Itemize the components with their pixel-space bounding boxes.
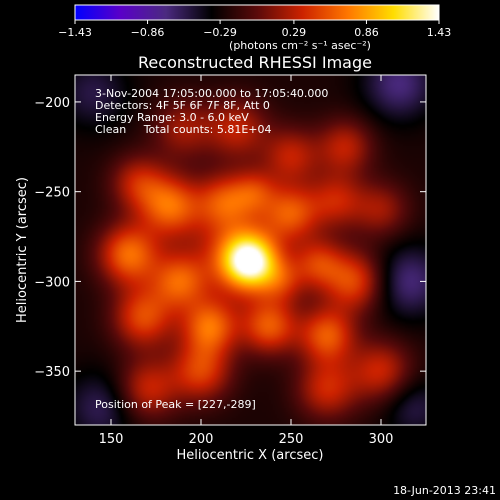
annotation-peak-position: Position of Peak = [227,-289] bbox=[95, 398, 256, 411]
x-tick-label: 200 bbox=[189, 432, 214, 447]
annotation-clean-counts: Clean Total counts: 5.81E+04 bbox=[95, 123, 272, 136]
annotation-detectors: Detectors: 4F 5F 6F 7F 8F, Att 0 bbox=[95, 99, 270, 112]
y-tick-label: −200 bbox=[34, 96, 70, 111]
heatmap-image bbox=[75, 75, 426, 425]
footer-date: 18-Jun-2013 23:41 bbox=[393, 484, 496, 497]
x-axis-label: Heliocentric X (arcsec) bbox=[177, 448, 324, 463]
colorbar-tick-label: −0.29 bbox=[203, 26, 237, 39]
colorbar-tick-label: 1.43 bbox=[427, 26, 452, 39]
y-axis-ticks: −200 −250 −300 −350 bbox=[34, 96, 426, 380]
colorbar-tick-label: −1.43 bbox=[58, 26, 92, 39]
colorbar bbox=[74, 4, 440, 21]
y-tick-label: −300 bbox=[34, 275, 70, 290]
x-tick-label: 250 bbox=[279, 432, 304, 447]
y-tick-label: −350 bbox=[34, 365, 70, 380]
y-tick-label: −250 bbox=[34, 186, 70, 201]
colorbar-tick-label: 0.86 bbox=[354, 26, 379, 39]
y-axis-label: Heliocentric Y (arcsec) bbox=[15, 177, 30, 323]
colorbar-unit-label: (photons cm⁻² s⁻¹ asec⁻²) bbox=[229, 39, 371, 52]
annotation-energy-range: Energy Range: 3.0 - 6.0 keV bbox=[95, 111, 249, 124]
colorbar-tick-label: −0.86 bbox=[131, 26, 165, 39]
x-tick-label: 150 bbox=[99, 432, 124, 447]
annotation-time-range: 3-Nov-2004 17:05:00.000 to 17:05:40.000 bbox=[95, 87, 328, 100]
chart-title: Reconstructed RHESSI Image bbox=[138, 53, 372, 72]
x-tick-label: 300 bbox=[369, 432, 394, 447]
x-axis-ticks: 150 200 250 300 bbox=[99, 75, 394, 447]
colorbar-ticks: −1.43 −0.86 −0.29 0.29 0.86 1.43 bbox=[58, 20, 451, 39]
colorbar-tick-label: 0.29 bbox=[282, 26, 307, 39]
plot-frame bbox=[74, 74, 427, 426]
